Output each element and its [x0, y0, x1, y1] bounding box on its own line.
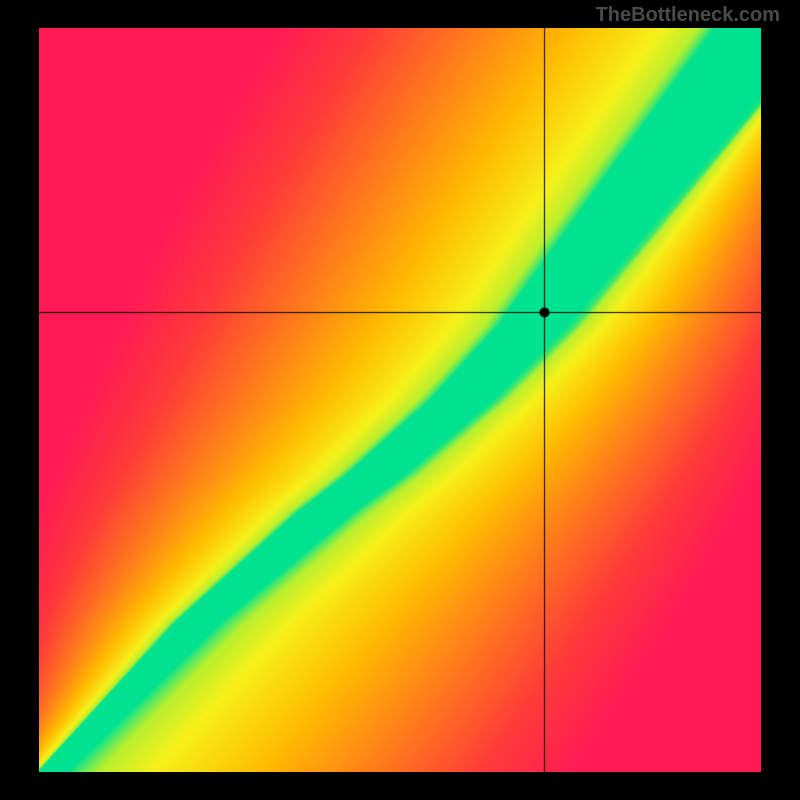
watermark-text: TheBottleneck.com	[596, 4, 780, 27]
heatmap-canvas	[39, 28, 761, 772]
heatmap-plot	[39, 28, 761, 772]
chart-frame: TheBottleneck.com	[0, 0, 800, 800]
